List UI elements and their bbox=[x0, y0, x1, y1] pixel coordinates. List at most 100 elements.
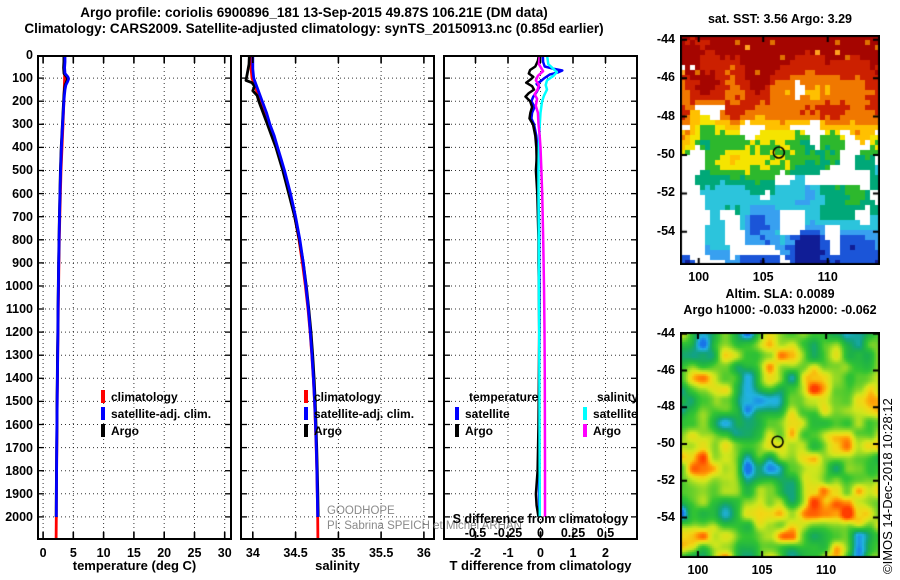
legend-label: satellite bbox=[465, 406, 510, 421]
y-tick-label: 400 bbox=[12, 140, 33, 155]
y-tick-label: 1300 bbox=[5, 348, 33, 363]
y-tick-label: 600 bbox=[12, 186, 33, 201]
series-satellite-adj-clim- bbox=[251, 55, 320, 517]
x-tick-label: 35 bbox=[331, 546, 346, 560]
x-tick-label: -1 bbox=[502, 546, 514, 560]
y-tick-label: 1900 bbox=[5, 486, 33, 501]
y-tick-label: 1600 bbox=[5, 417, 33, 432]
salinity_profile-plot bbox=[240, 55, 435, 540]
x-tick-label: 10 bbox=[96, 546, 111, 560]
legend-temperature-panel: climatology satellite-adj. clim. Argo bbox=[101, 388, 211, 439]
sla-title-line1: Altim. SLA: 0.0089 bbox=[725, 287, 835, 301]
map-lon-tick-label: 105 bbox=[752, 270, 774, 284]
legend-line-swatch bbox=[101, 390, 105, 403]
y-tick-label: 700 bbox=[12, 209, 33, 224]
legend-line-swatch bbox=[455, 424, 459, 437]
sla_map-canvas bbox=[680, 332, 880, 558]
legend-item: satellite bbox=[583, 405, 638, 422]
map-lat-tick-label: -44 bbox=[656, 31, 675, 46]
legend-label: climatology bbox=[111, 389, 178, 404]
map-lat-tick-label: -50 bbox=[656, 436, 675, 451]
map-lon-tick-label: 100 bbox=[687, 563, 709, 577]
x-tick-label: 1 bbox=[569, 546, 577, 560]
legend-item: satellite bbox=[455, 405, 538, 422]
legend-salinity-panel: climatology satellite-adj. clim. Argo bbox=[304, 388, 414, 439]
legend-item: Argo bbox=[455, 422, 538, 439]
imos-watermark: ©IMOS 14-Dec-2018 10:28:12 bbox=[880, 398, 895, 574]
y-tick-label: 900 bbox=[12, 255, 33, 270]
legend-item: Argo bbox=[101, 422, 211, 439]
figure-title-line2: Climatology: CARS2009. Satellite-adjuste… bbox=[24, 21, 604, 36]
y-tick-label: 2000 bbox=[5, 509, 33, 524]
x-tick-label: 0 bbox=[39, 546, 47, 560]
map-lat-tick-label: -44 bbox=[656, 325, 675, 340]
y-tick-label: 1200 bbox=[5, 325, 33, 340]
s-tick-label: -0.25 bbox=[493, 526, 523, 540]
map-lat-tick-label: -46 bbox=[656, 362, 675, 377]
map-lat-tick-label: -48 bbox=[656, 399, 675, 414]
legend-label: climatology bbox=[314, 389, 381, 404]
s-difference-axis-label: S difference from climatology bbox=[452, 512, 629, 526]
figure-title-line1: Argo profile: coriolis 6900896_181 13-Se… bbox=[80, 5, 548, 20]
legend-difference-salinity-column: salinity satellite Argo bbox=[583, 388, 638, 439]
legend-line-swatch bbox=[101, 424, 105, 437]
map-lat-tick-label: -46 bbox=[656, 70, 675, 85]
series-salinity-argo bbox=[533, 55, 547, 517]
y-tick-label: 200 bbox=[12, 94, 33, 109]
xlabel-temperature: temperature (deg C) bbox=[72, 558, 197, 573]
map-lat-tick-label: -48 bbox=[656, 108, 675, 123]
map-lat-tick-label: -50 bbox=[656, 146, 675, 161]
y-tick-label: 300 bbox=[12, 117, 33, 132]
x-tick-label: 20 bbox=[157, 546, 172, 560]
x-tick-label: 2 bbox=[602, 546, 609, 560]
legend-item: satellite-adj. clim. bbox=[101, 405, 211, 422]
x-tick-label: 34 bbox=[245, 546, 260, 560]
map-lon-tick-label: 110 bbox=[816, 563, 837, 577]
x-tick-label: 25 bbox=[187, 546, 202, 560]
x-tick-label: 36 bbox=[416, 546, 431, 560]
y-tick-label: 1700 bbox=[5, 440, 33, 455]
series-satellite-adj-clim- bbox=[54, 55, 70, 517]
sla-title-line2: Argo h1000: -0.033 h2000: -0.062 bbox=[683, 303, 877, 317]
y-tick-label: 1800 bbox=[5, 463, 33, 478]
s-tick-label: 0 bbox=[537, 526, 544, 540]
y-tick-label: 100 bbox=[12, 71, 33, 86]
legend-label: Argo bbox=[593, 423, 621, 438]
y-tick-label: 1400 bbox=[5, 371, 33, 386]
legend-label: satellite bbox=[593, 406, 638, 421]
legend-label: Argo bbox=[314, 423, 342, 438]
map-lon-tick-label: 105 bbox=[751, 563, 773, 577]
goodhope-label: GOODHOPE bbox=[327, 505, 395, 517]
legend-column-header: salinity bbox=[597, 389, 639, 404]
x-tick-label: 5 bbox=[69, 546, 77, 560]
x-tick-label: -2 bbox=[469, 546, 482, 560]
legend-item: climatology bbox=[304, 388, 414, 405]
sst-map-title: sat. SST: 3.56 Argo: 3.29 bbox=[707, 12, 853, 26]
pi-label: PI: Sabrina SPEICH et Michel ARHAN bbox=[327, 520, 522, 532]
x-tick-label: 15 bbox=[126, 546, 141, 560]
map-lat-tick-label: -54 bbox=[656, 223, 675, 238]
legend-item: Argo bbox=[583, 422, 638, 439]
legend-line-swatch bbox=[583, 424, 587, 437]
map-lon-tick-label: 100 bbox=[688, 270, 710, 284]
legend-line-swatch bbox=[304, 390, 308, 403]
map-lon-tick-label: 110 bbox=[817, 270, 838, 284]
legend-item: climatology bbox=[101, 388, 211, 405]
x-tick-label: 30 bbox=[217, 546, 232, 560]
legend-label: satellite-adj. clim. bbox=[111, 406, 212, 421]
legend-line-swatch bbox=[583, 407, 587, 420]
legend-label: Argo bbox=[111, 423, 139, 438]
series-salinity-satellite bbox=[537, 55, 559, 517]
series-temperature-satellite bbox=[530, 55, 564, 517]
legend-line-swatch bbox=[304, 407, 308, 420]
legend-label: Argo bbox=[465, 423, 493, 438]
legend-item: Argo bbox=[304, 422, 414, 439]
map-lat-tick-label: -52 bbox=[656, 185, 675, 200]
xlabel-t-difference: T difference from climatology bbox=[449, 558, 632, 573]
legend-column-header: temperature bbox=[469, 389, 539, 404]
y-tick-label: 1500 bbox=[5, 394, 33, 409]
x-tick-label: 0 bbox=[537, 546, 544, 560]
legend-line-swatch bbox=[304, 424, 308, 437]
legend-label: satellite-adj. clim. bbox=[314, 406, 415, 421]
